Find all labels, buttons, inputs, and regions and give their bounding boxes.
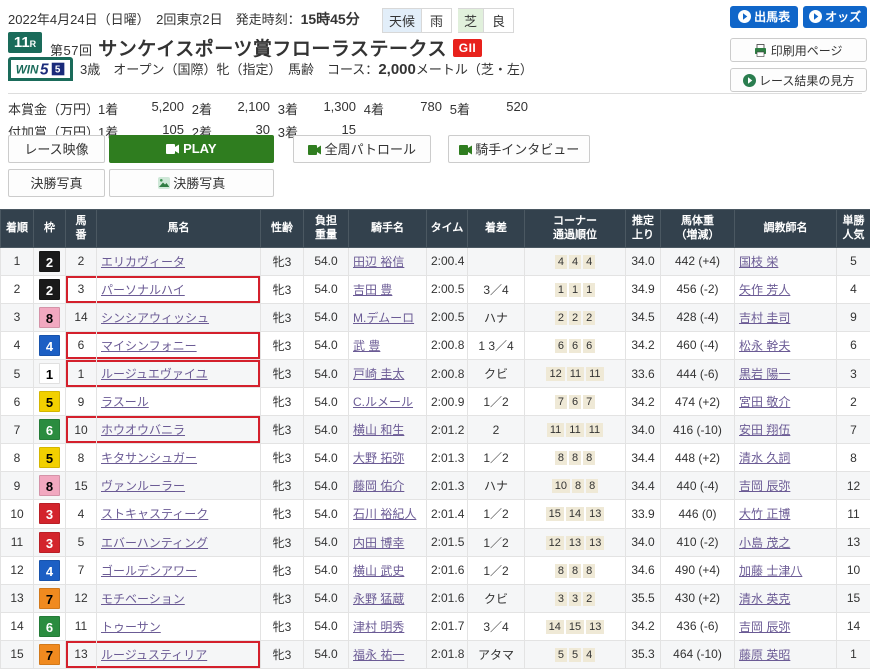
svg-text:5: 5	[40, 61, 49, 78]
svg-text:5: 5	[55, 65, 61, 76]
svg-text:WIN: WIN	[16, 64, 39, 77]
